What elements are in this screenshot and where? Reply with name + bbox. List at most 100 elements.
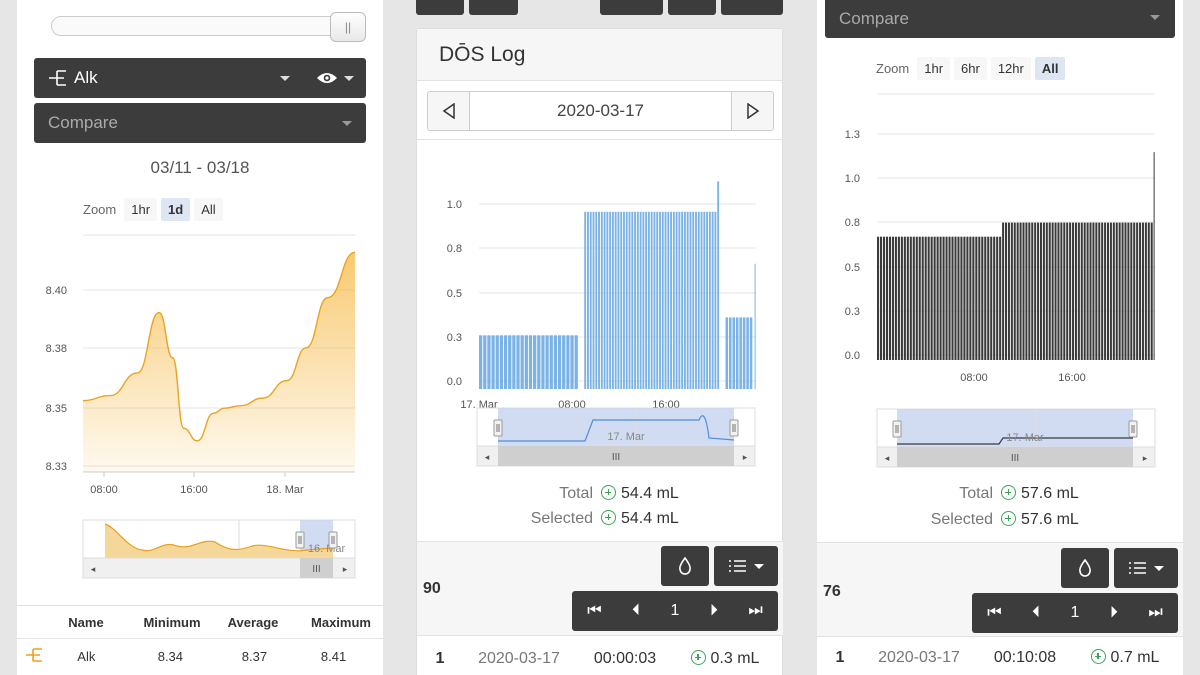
plus-circle-icon: [1001, 511, 1016, 526]
zoom-1d[interactable]: 1d: [161, 198, 191, 221]
table-row[interactable]: 1 2020-03-17 00:10:08 0.7 mL: [817, 641, 1183, 675]
chevron-down-icon: [1150, 15, 1160, 20]
prev-date-button[interactable]: [428, 92, 470, 130]
first-page-icon[interactable]: ⏮: [987, 604, 1002, 621]
eye-icon[interactable]: [316, 71, 338, 85]
header-name: Name: [68, 614, 104, 630]
list-menu-button[interactable]: [714, 546, 778, 586]
zoom-12hr[interactable]: 12hr: [990, 57, 1031, 80]
top-scroll-track[interactable]: [51, 16, 365, 36]
bar: [966, 236, 969, 360]
last-page-icon[interactable]: ⏭: [1148, 604, 1163, 621]
bar: [915, 236, 918, 360]
prev-page-icon[interactable]: ⏴: [632, 602, 641, 619]
toolbar-button-2[interactable]: [469, 0, 518, 15]
list-icon: [728, 560, 746, 572]
plus-circle-icon: [1090, 649, 1106, 664]
bar: [553, 335, 558, 389]
scrollbar-grip: III: [1011, 453, 1019, 464]
dos-bar-chart-2[interactable]: 1.3 1.0 0.8 0.5 0.3 0.0 08:00 16:00: [817, 90, 1183, 390]
bar: [939, 236, 942, 360]
toolbar-button-4[interactable]: [668, 0, 716, 15]
scrollbar-track: [82, 557, 356, 579]
y-tick-label: 8.38: [46, 343, 67, 355]
pagination: ⏮ ⏴ 1 ⏵ ⏭: [572, 591, 778, 631]
list-menu-button[interactable]: [1114, 548, 1178, 588]
bar: [930, 236, 933, 360]
bar: [512, 335, 516, 389]
chevron-down-icon: [344, 76, 354, 81]
next-page-icon[interactable]: ⏵: [709, 602, 718, 619]
right-navigator[interactable]: 17. Mar III ◂ ▸: [817, 404, 1183, 474]
bar: [479, 335, 483, 389]
bar: [592, 211, 595, 389]
bar: [1005, 222, 1008, 360]
next-date-button[interactable]: [731, 92, 773, 130]
bar: [631, 211, 634, 389]
chevron-down-icon: [753, 563, 764, 569]
alk-area-chart[interactable]: 8.40 8.38 8.35 8.33 08:00 16:00 18. Mar: [17, 225, 383, 525]
header-average: Average: [227, 614, 279, 630]
bar: [1045, 222, 1048, 360]
log-controls: 76 ⏮ ⏴ 1 ⏵ ⏭: [817, 542, 1183, 637]
bar: [732, 317, 736, 389]
bar: [981, 236, 984, 360]
bar: [1124, 222, 1127, 360]
parameter-select[interactable]: Alk: [34, 58, 366, 98]
bar: [739, 317, 742, 389]
toolbar-button-1[interactable]: [416, 0, 464, 15]
last-page-icon[interactable]: ⏭: [748, 602, 763, 619]
bar: [972, 236, 975, 360]
bar: [1010, 222, 1013, 360]
bar: [609, 211, 612, 389]
toolbar-button-3[interactable]: [600, 0, 663, 15]
scroll-left-arrow: ◂: [91, 564, 96, 574]
bar: [487, 335, 491, 389]
prev-page-icon[interactable]: ⏴: [1032, 604, 1041, 621]
dos-bar-chart[interactable]: 1.00.80.50.30.017. Mar 08:00 16:00: [417, 144, 783, 424]
table-row[interactable]: 1 2020-03-17 00:00:03 0.3 mL: [417, 641, 783, 675]
compare-select[interactable]: Compare: [825, 0, 1175, 38]
dose-type-button[interactable]: [661, 546, 709, 586]
bar: [1054, 222, 1057, 360]
middle-navigator[interactable]: 17. Mar III ◂ ▸: [417, 403, 783, 473]
bar: [725, 317, 729, 389]
bar: [645, 211, 648, 389]
bar: [661, 211, 664, 389]
first-page-icon[interactable]: ⏮: [587, 602, 602, 619]
top-scroll-handle[interactable]: ||: [330, 12, 366, 42]
bar: [888, 236, 891, 360]
bar: [1144, 222, 1147, 360]
zoom-1hr[interactable]: 1hr: [124, 198, 158, 221]
compare-select[interactable]: Compare: [34, 103, 366, 143]
left-navigator[interactable]: 16. Mar III ◂ ▸: [17, 515, 383, 585]
header-maximum: Maximum: [311, 614, 371, 630]
zoom-6hr[interactable]: 6hr: [954, 57, 987, 80]
bar: [537, 335, 541, 389]
bar: [533, 335, 537, 389]
x-tick-label: 08:00: [960, 372, 988, 384]
next-page-icon[interactable]: ⏵: [1109, 604, 1118, 621]
bar: [708, 211, 711, 389]
bar: [623, 211, 625, 389]
toolbar-button-5[interactable]: [721, 0, 783, 15]
bar: [1139, 222, 1142, 360]
zoom-controls: Zoom 1hr 1d All: [83, 198, 223, 221]
dose-type-button[interactable]: [1061, 548, 1109, 588]
bar: [918, 236, 921, 360]
bar: [906, 236, 909, 360]
zoom-1hr[interactable]: 1hr: [917, 57, 951, 80]
zoom-all[interactable]: All: [194, 198, 223, 221]
bar: [1150, 222, 1153, 360]
bar: [686, 211, 689, 389]
bar: [1080, 222, 1083, 360]
bar: [499, 335, 504, 389]
bar: [598, 211, 600, 389]
zoom-all[interactable]: All: [1034, 57, 1066, 80]
bar: [996, 236, 999, 360]
plus-circle-icon: [601, 510, 616, 525]
bar: [1048, 222, 1051, 360]
date-input[interactable]: 2020-03-17: [470, 92, 731, 130]
bar: [1069, 222, 1072, 360]
y-tick-label: 0.3: [845, 306, 860, 318]
